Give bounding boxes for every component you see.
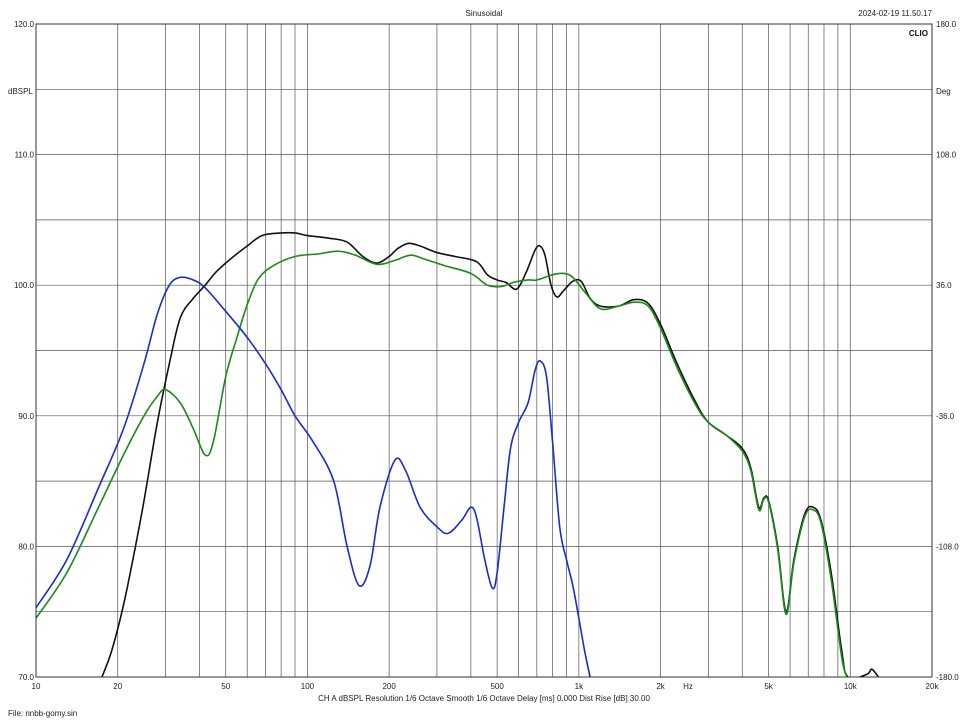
x-tick-label: 5k — [764, 682, 773, 691]
y-tick-labels: 120.0 110.0 100.0 90.0 80.0 70.0 — [14, 20, 35, 682]
x-tick-label: 10k — [844, 682, 858, 691]
grid-lines — [36, 24, 932, 677]
y2-tick-label: -180.0 — [936, 673, 959, 682]
x-tick-label: 2k — [656, 682, 665, 691]
y2-axis-label: Deg — [936, 87, 951, 96]
y-tick-label: 80.0 — [18, 542, 34, 551]
y2-tick-label: 180.0 — [936, 20, 957, 29]
x-tick-label: 100 — [301, 682, 315, 691]
y-tick-label: 120.0 — [14, 20, 35, 29]
y2-tick-label: 108.0 — [936, 151, 957, 160]
x-tick-label: 500 — [490, 682, 504, 691]
x-tick-label: 200 — [382, 682, 396, 691]
y2-tick-labels: 180.0 108.0 36.0 -36.0 -108.0 -180.0 — [936, 20, 959, 682]
x-tick-label: 10 — [32, 682, 41, 691]
series-group — [36, 231, 880, 677]
series-line-3 — [36, 276, 591, 677]
y2-tick-label: 36.0 — [936, 281, 952, 290]
x-tick-label: 20 — [113, 682, 122, 691]
x-tick-labels: 10 20 50 100 200 500 1k 2k 5k 10k 20k — [32, 682, 940, 691]
file-name-label: File: nnbb-gomy.sin — [8, 709, 77, 718]
measurement-settings: CH A dBSPL Resolution 1/6 Octave Smooth … — [318, 694, 650, 703]
timestamp-label: 2024-02-19 11.50.17 — [858, 9, 932, 18]
y-axis-label: dBSPL — [8, 87, 33, 96]
chart-title: Sinusoidal — [466, 9, 503, 18]
plot-frame — [35, 23, 933, 678]
series-line-2 — [36, 250, 848, 677]
y2-tick-label: -36.0 — [936, 412, 955, 421]
x-tick-label: 1k — [575, 682, 584, 691]
y-tick-label: 100.0 — [14, 281, 35, 290]
y-tick-label: 70.0 — [18, 673, 34, 682]
y-tick-label: 110.0 — [15, 151, 35, 160]
x-tick-label: 20k — [926, 682, 940, 691]
clio-logo: CLIO — [909, 29, 928, 38]
y2-tick-label: -108.0 — [936, 542, 959, 551]
x-tick-label: 50 — [221, 682, 230, 691]
x-unit-label: Hz — [683, 682, 693, 691]
y-tick-label: 90.0 — [18, 412, 34, 421]
